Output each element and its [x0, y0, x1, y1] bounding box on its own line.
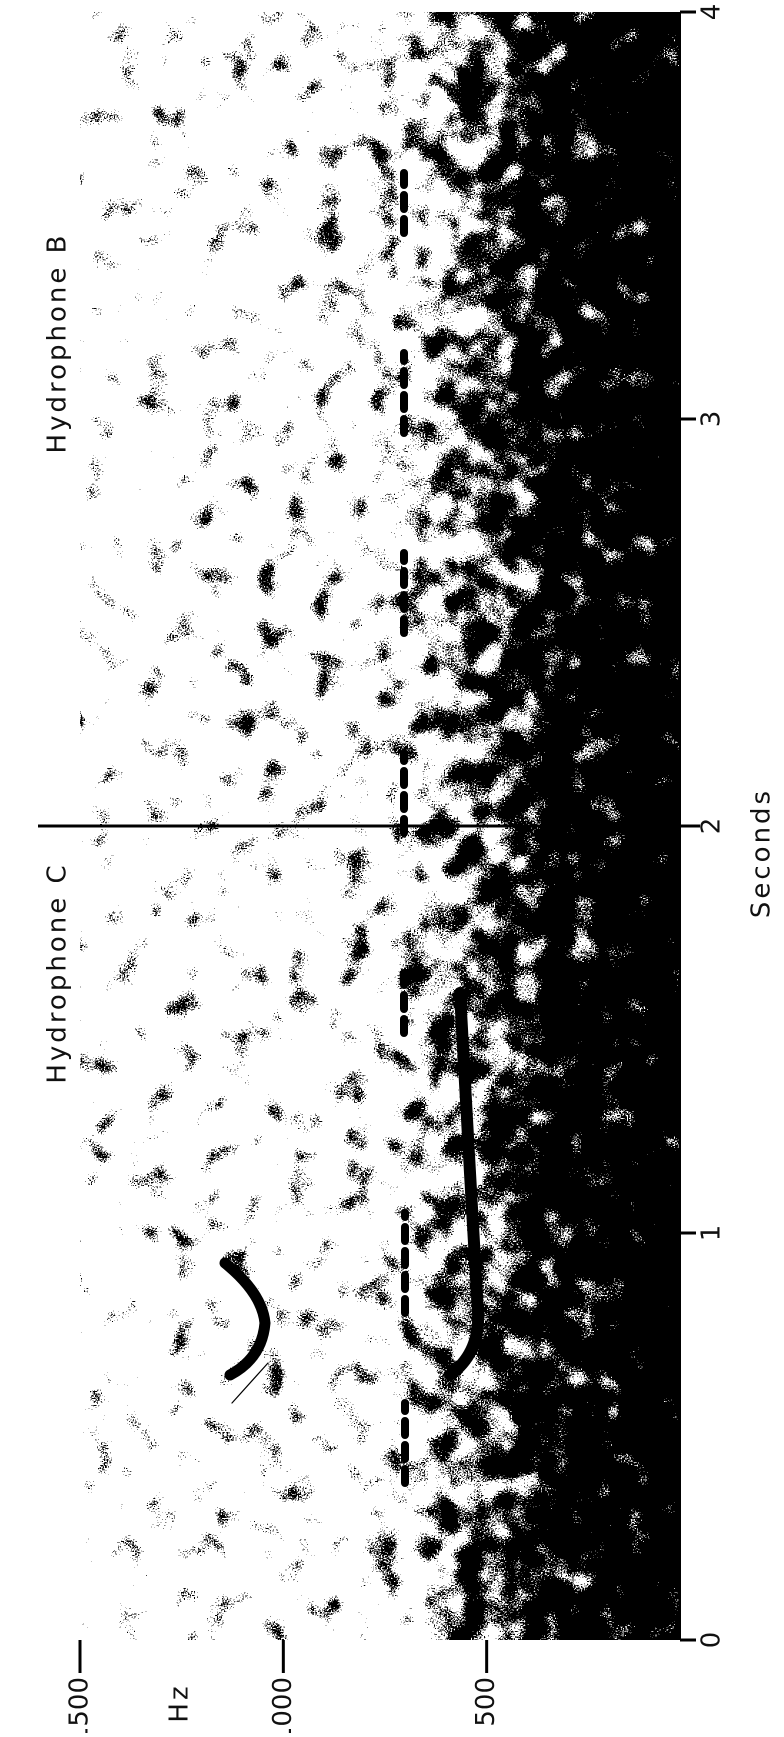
y-tick-label: 1000	[268, 1677, 298, 1733]
y-tick-label: 1500	[65, 1677, 95, 1733]
x-tick-label: 2	[697, 818, 727, 835]
rotated-plot: Hydrophone C Hydrophone B Seconds Hz 0 1 2…	[38, 4, 777, 1737]
x-axis-label: Seconds	[747, 788, 777, 918]
x-tick-label: 4	[697, 4, 727, 21]
x-tick-label: 1	[697, 1225, 727, 1242]
pointer	[231, 1362, 269, 1404]
annotation: Hydrophone C	[43, 862, 73, 1083]
whistle-trace	[444, 987, 485, 1381]
y-axis-label: Hz	[165, 1683, 195, 1722]
signal-traces	[219, 169, 485, 1487]
tonal-band	[400, 169, 409, 1487]
x-tick-label: 3	[697, 411, 727, 428]
y-tick-label: 500	[471, 1677, 501, 1727]
whistle-trace	[219, 1257, 271, 1381]
annotation: Hydrophone B	[43, 233, 73, 454]
x-tick-label: 0	[697, 1632, 727, 1649]
